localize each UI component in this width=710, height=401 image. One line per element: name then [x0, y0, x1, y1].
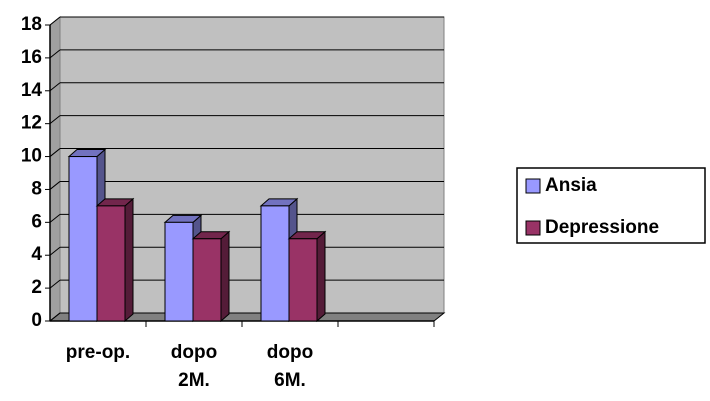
bar — [192, 238, 222, 322]
grid-line — [49, 115, 61, 125]
legend-swatch — [525, 220, 541, 236]
bar — [96, 205, 126, 322]
x-tick-label: pre-op. — [65, 342, 131, 363]
y-tick-label: 16 — [21, 47, 42, 68]
grid-line — [49, 16, 61, 26]
y-tick-label: 2 — [31, 277, 42, 298]
grid-line — [49, 49, 61, 59]
side-wall — [49, 15, 61, 323]
grid-line — [49, 312, 61, 322]
x-tick-label: dopo 6M. — [266, 342, 314, 391]
y-tick-label: 4 — [31, 244, 42, 265]
y-tick-label: 18 — [21, 14, 42, 35]
y-tick-label: 14 — [21, 80, 43, 101]
bar — [68, 156, 98, 322]
grid-line — [49, 181, 61, 190]
y-tick-label: 6 — [31, 211, 42, 232]
legend-label: Depressione — [545, 217, 659, 238]
bar-side — [124, 197, 134, 323]
bar-side — [220, 230, 230, 323]
grid-line — [49, 213, 61, 223]
y-tick-label: 12 — [21, 113, 42, 134]
y-tick-label: 10 — [21, 146, 42, 167]
bar — [164, 221, 194, 322]
x-tick-label: dopo 2M. — [170, 342, 218, 391]
grid-line — [49, 148, 61, 157]
legend-box — [516, 167, 706, 244]
y-tick-label: 8 — [31, 178, 42, 199]
grid-line — [49, 279, 61, 289]
y-tick-label: 0 — [31, 310, 42, 331]
legend-swatch — [525, 178, 541, 194]
grid-line — [49, 246, 61, 256]
bar-side — [316, 230, 326, 323]
bar — [288, 238, 318, 322]
bar — [260, 205, 290, 322]
grid-line — [49, 82, 61, 92]
legend-label: Ansia — [545, 175, 597, 196]
